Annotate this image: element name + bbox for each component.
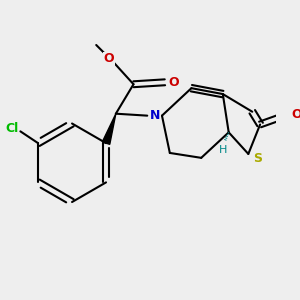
Polygon shape [102,114,116,144]
Text: O: O [291,108,300,121]
Text: N: N [150,109,160,122]
Text: O: O [168,76,179,89]
Text: H: H [219,145,227,155]
Text: S: S [253,152,262,165]
Text: O: O [104,52,114,65]
Text: Cl: Cl [5,122,18,135]
